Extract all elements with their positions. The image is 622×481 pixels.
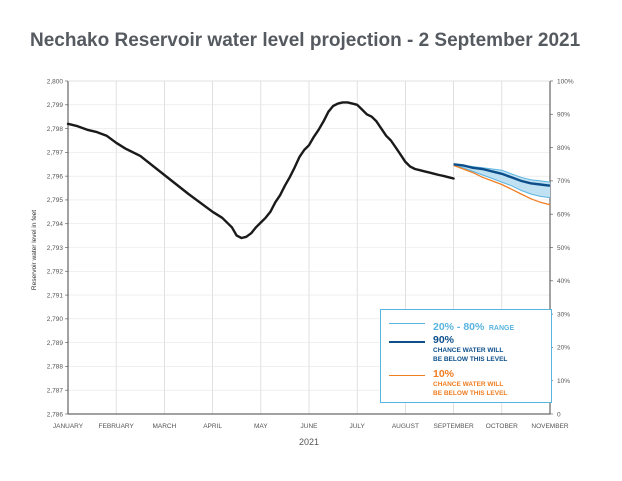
y-tick-label: 2,794 (47, 221, 64, 228)
y-tick-label: 2,788 (47, 364, 64, 371)
x-tick-label: FEBRUARY (99, 423, 135, 430)
y-tick-label: 2,790 (47, 316, 64, 323)
y2-tick-label: 40% (557, 278, 570, 285)
x-tick-label: JUNE (301, 423, 319, 430)
legend-range-suffix: RANGE (488, 325, 515, 332)
y2-tick-label: 50% (557, 245, 570, 252)
legend-range-label: 20% - 80% (433, 321, 485, 333)
y-tick-label: 2,799 (47, 102, 64, 109)
y-tick-label: 2,786 (47, 411, 64, 418)
x-tick-label: SEPTEMBER (434, 423, 474, 430)
x-tick-label: JANUARY (53, 423, 84, 430)
y2-tick-label: 100% (557, 78, 574, 85)
y-tick-label: 2,791 (47, 292, 64, 299)
legend-swatch-range (389, 323, 425, 324)
legend: 20% - 80% RANGE 90% CHANCE WATER WILL BE… (380, 309, 552, 403)
legend-swatch-p90 (389, 341, 425, 343)
y2-tick-label: 90% (557, 112, 570, 119)
range-band-20-80 (453, 164, 550, 198)
y-tick-labels: 2,786 2,787 2,788 2,789 2,790 2,791 2,792 2,793… (47, 78, 64, 418)
legend-p90-sub2: BE BELOW THIS LEVEL (433, 356, 508, 363)
y-tick-label: 2,787 (47, 388, 64, 395)
y-tick-label: 2,800 (47, 78, 64, 85)
x-tick-label: JULY (349, 423, 365, 430)
legend-p90-sub1: CHANCE WATER WILL (433, 347, 504, 354)
y-tick-label: 2,797 (47, 150, 64, 157)
legend-p90-label: 90% (433, 334, 455, 346)
series-group (66, 101, 551, 240)
x-tick-labels: JANUARY FEBRUARY MARCH APRIL MAY JUNE JULY AUGU… (53, 423, 569, 430)
legend-p10-label: 10% (433, 368, 455, 380)
chart-title: Nechako Reservoir water level projection… (30, 30, 581, 51)
x-tick-label: APRIL (203, 423, 222, 430)
y-tick-label: 2,792 (47, 269, 64, 276)
x-tick-label: OCTOBER (486, 423, 518, 430)
y2-tick-labels: 0 10% 20% 30% 40% 50% 60% 70% 80% 90% 100% (557, 78, 574, 418)
y-tick-label: 2,796 (47, 173, 64, 180)
y2-tick-label: 60% (557, 212, 570, 219)
y2-tick-label: 20% (557, 345, 570, 352)
legend-swatch-p10 (389, 375, 425, 376)
series-line-p90 (453, 163, 551, 187)
legend-p10-sub2: BE BELOW THIS LEVEL (433, 390, 508, 397)
y-tick-label: 2,789 (47, 340, 64, 347)
y-axis-label: Reservoir water level in feet (31, 210, 38, 290)
legend-p10-sub1: CHANCE WATER WILL (433, 381, 504, 388)
x-tick-label: MAY (254, 423, 268, 430)
y2-tick-label: 10% (557, 378, 570, 385)
x-tick-label: AUGUST (392, 423, 419, 430)
x-tick-label: NOVEMBER (531, 423, 569, 430)
y2-tick-label: 0 (557, 411, 561, 418)
series-line-p10 (453, 164, 551, 206)
y2-tick-label: 70% (557, 178, 570, 185)
x-axis-title: 2021 (299, 437, 319, 447)
range-lower-line (453, 163, 551, 199)
y2-tick-label: 80% (557, 145, 570, 152)
y-tick-label: 2,793 (47, 245, 64, 252)
x-tick-label: MARCH (152, 423, 176, 430)
series-line-observed (66, 101, 455, 240)
y2-tick-label: 30% (557, 311, 570, 318)
y-tick-label: 2,795 (47, 197, 64, 204)
y-tick-label: 2,798 (47, 126, 64, 133)
